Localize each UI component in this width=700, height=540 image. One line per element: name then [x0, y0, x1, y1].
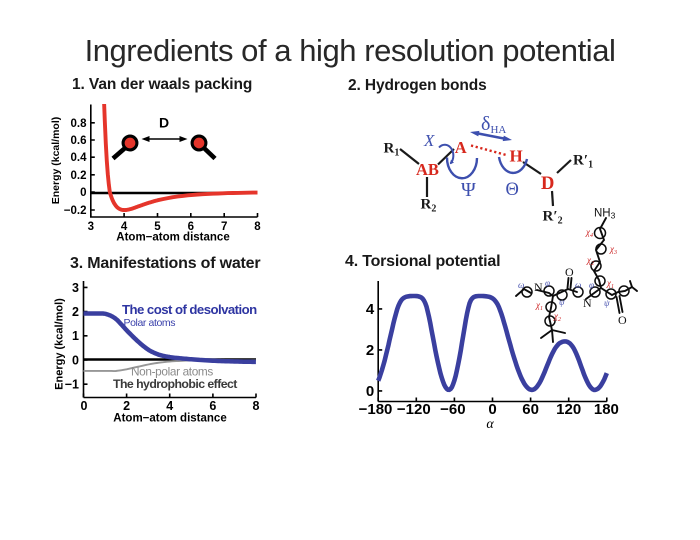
- svg-text:R′1: R′1: [573, 153, 593, 171]
- svg-text:χ1: χ1: [606, 278, 614, 290]
- svg-text:R2: R2: [421, 197, 437, 215]
- svg-text:O: O: [565, 265, 574, 279]
- svg-text:2: 2: [123, 399, 130, 413]
- svg-text:Atom−atom distance: Atom−atom distance: [113, 413, 226, 425]
- svg-text:ω: ω: [575, 280, 581, 290]
- svg-text:Non-polar atoms: Non-polar atoms: [131, 365, 213, 379]
- svg-text:6: 6: [188, 221, 194, 233]
- svg-text:−180: −180: [359, 401, 393, 418]
- svg-text:R′2: R′2: [543, 209, 563, 227]
- svg-text:The hydrophobic effect: The hydrophobic effect: [113, 377, 237, 391]
- svg-text:O: O: [618, 313, 627, 327]
- svg-text:5: 5: [154, 221, 161, 233]
- svg-text:8: 8: [253, 399, 260, 413]
- svg-text:R1: R1: [384, 141, 400, 159]
- svg-text:N: N: [534, 280, 543, 294]
- svg-text:χ1: χ1: [535, 300, 543, 312]
- svg-text:0: 0: [366, 383, 374, 400]
- svg-text:2: 2: [366, 342, 374, 359]
- svg-text:δHA: δHA: [481, 113, 506, 136]
- svg-text:0: 0: [488, 401, 496, 418]
- svg-text:0: 0: [80, 187, 86, 199]
- svg-text:6: 6: [209, 399, 216, 413]
- svg-text:χ2: χ2: [586, 255, 594, 267]
- svg-text:Energy (kcal/mol): Energy (kcal/mol): [50, 117, 62, 205]
- svg-text:4: 4: [166, 399, 173, 413]
- svg-text:χ3: χ3: [609, 244, 617, 256]
- svg-text:A: A: [455, 138, 467, 157]
- svg-text:−0.2: −0.2: [64, 205, 87, 217]
- svg-text:Ψ: Ψ: [461, 179, 476, 201]
- svg-text:D: D: [541, 174, 554, 194]
- svg-text:0.6: 0.6: [71, 135, 87, 147]
- svg-text:7: 7: [221, 221, 227, 233]
- svg-text:0.4: 0.4: [71, 152, 88, 164]
- svg-text:The cost of desolvation: The cost of desolvation: [122, 302, 257, 317]
- svg-text:α: α: [486, 417, 494, 432]
- svg-text:X: X: [423, 131, 435, 150]
- svg-text:−1: −1: [65, 378, 79, 392]
- svg-text:AB: AB: [416, 160, 439, 179]
- svg-text:Atom−atom distance: Atom−atom distance: [116, 232, 229, 244]
- svg-text:120: 120: [556, 401, 581, 418]
- svg-text:ω: ω: [518, 280, 524, 290]
- svg-text:Θ: Θ: [506, 180, 519, 200]
- svg-text:−120: −120: [397, 401, 431, 418]
- svg-text:N: N: [583, 296, 592, 310]
- svg-text:φ: φ: [589, 280, 594, 290]
- svg-text:60: 60: [522, 401, 539, 418]
- svg-text:NH3: NH3: [594, 208, 616, 221]
- svg-text:4: 4: [366, 301, 375, 318]
- svg-text:ψ: ψ: [604, 298, 610, 308]
- svg-text:8: 8: [254, 221, 261, 233]
- svg-text:Polar atoms: Polar atoms: [124, 317, 176, 329]
- svg-text:3: 3: [72, 281, 79, 295]
- svg-text:χ2: χ2: [553, 311, 561, 323]
- svg-text:0: 0: [72, 353, 79, 367]
- svg-text:ψ: ψ: [559, 297, 565, 307]
- svg-text:Energy (kcal/mol): Energy (kcal/mol): [54, 298, 66, 390]
- svg-text:−60: −60: [440, 401, 465, 418]
- svg-text:H: H: [510, 147, 523, 166]
- svg-text:2: 2: [72, 305, 79, 319]
- svg-text:D: D: [159, 115, 169, 131]
- svg-text:0: 0: [81, 399, 88, 413]
- svg-text:0.2: 0.2: [71, 170, 87, 182]
- svg-text:1: 1: [72, 329, 79, 343]
- svg-text:χ4: χ4: [585, 227, 593, 239]
- svg-text:4: 4: [121, 221, 128, 233]
- svg-text:φ: φ: [545, 278, 550, 288]
- svg-text:3: 3: [88, 221, 94, 233]
- svg-text:180: 180: [594, 401, 619, 418]
- svg-text:0.8: 0.8: [71, 118, 88, 130]
